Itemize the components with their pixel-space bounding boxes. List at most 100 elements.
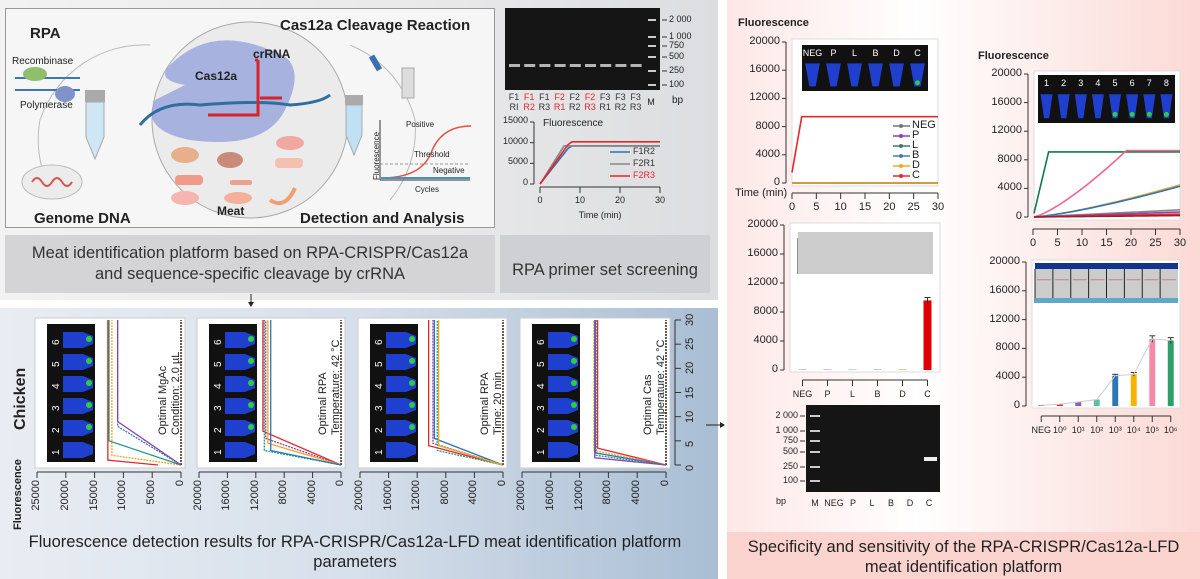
sensitivity-tubes-tube-label: 5 <box>1112 78 1118 88</box>
param-f-tick-label: 16000 <box>543 480 556 511</box>
specificity-tubes-tube-label: P <box>830 48 837 58</box>
specificity-gel-unit: bp <box>776 496 787 506</box>
specificity-tubes-tube <box>826 63 841 87</box>
sensitivity-bar-x-tick-label: 10⁰ <box>1052 425 1067 435</box>
param-tube-label: 5 <box>51 361 62 367</box>
specificity-tubes-tube <box>805 63 820 87</box>
specificity-gel-ladder-band <box>810 430 820 432</box>
sensitivity-bar-x-tick-label: 10³ <box>1108 425 1122 435</box>
param-tube <box>386 420 416 436</box>
param-f-tick-label: 0 <box>659 480 671 487</box>
param-tube-green-signal <box>571 358 577 364</box>
species-label: Chicken <box>12 367 29 430</box>
primer-gel-lane-label: F2 <box>569 92 581 102</box>
specificity-gel-image <box>806 405 940 492</box>
primer-gel-lane-label: F2 <box>584 92 596 102</box>
param-time-tick-label: 25 <box>684 337 696 351</box>
primer-gel-band <box>509 64 520 67</box>
specificity-time-label: Time (min) <box>735 187 788 199</box>
meat-label: Meat <box>217 204 245 218</box>
primer-gel-lane-label: F1 <box>539 92 550 102</box>
param-tube <box>225 420 255 436</box>
param-tube-label: 3 <box>536 405 547 411</box>
primer-gel-lane-label: R3 <box>584 102 596 112</box>
specificity-bar-x-tick-label: P <box>824 389 831 399</box>
primer-gel-band <box>600 64 612 67</box>
primer-gel-ladder-band <box>648 19 656 21</box>
param-tube-label: 2 <box>536 427 547 433</box>
primer-gel-ladder-band <box>648 36 656 38</box>
primer-fluorescence-title: Fluorescence <box>543 118 604 129</box>
param-note-line2: Temperature: 42 °C <box>655 339 667 436</box>
specificity-tubes-photo <box>802 45 928 91</box>
parameter-caption-line2: parameters <box>313 553 397 571</box>
workflow-caption-line1: Meat identification platform based on RP… <box>31 244 469 262</box>
param-tube-label: 6 <box>51 339 62 345</box>
sensitivity-fluorescence-title: Fluorescence <box>978 50 1049 62</box>
sensitivity-bar-x-tick-label: 10⁵ <box>1145 425 1160 435</box>
param-tube-label: 5 <box>213 361 224 367</box>
param-series-line-0-4 <box>116 320 182 466</box>
param-tube-label: 2 <box>213 427 224 433</box>
sensitivity-bar-y-tick-label: 12000 <box>989 312 1020 325</box>
param-tube <box>548 376 578 392</box>
primer-gel-lane-label: F3 <box>630 92 641 102</box>
sensitivity-strips-pad <box>1035 263 1178 269</box>
rpa-label: RPA <box>30 25 61 42</box>
param-note-line1: Optimal Cas <box>642 374 654 435</box>
specificity-bar-bar-C <box>923 300 932 370</box>
specificity-gel-lane-label: P <box>849 498 857 508</box>
param-f-tick-label: 12000 <box>410 480 423 511</box>
specificity-time-tick-label: 5 <box>813 201 820 213</box>
sensitivity-tubes-tube-label: 6 <box>1129 78 1135 88</box>
param-tube-label: 5 <box>374 361 385 367</box>
param-tube <box>63 442 93 458</box>
param-tube-green-signal <box>86 380 92 386</box>
param-series-line-2-2 <box>433 320 504 466</box>
specificity-gel-lane-label: M <box>811 498 819 508</box>
sensitivity-tubes-green-signal <box>1163 111 1169 117</box>
param-series-line-3-3 <box>595 320 667 466</box>
sensitivity-time-tick-label: 10 <box>1075 237 1089 249</box>
sensitivity-bar-x-tick-label: 10⁴ <box>1126 425 1141 435</box>
param-tube <box>225 398 255 414</box>
primer-gel-band <box>569 64 581 67</box>
sensitivity-bar-bar-10⁵ <box>1149 339 1156 406</box>
specificity-gel-ladder-label: 1 000 <box>775 425 798 435</box>
param-tube <box>386 354 416 370</box>
primer-gel-ladder-band <box>648 70 656 72</box>
sensitivity-tubes-tube <box>1160 94 1173 119</box>
specificity-bar-y-tick-label: 8000 <box>753 305 778 317</box>
primer-gel-band <box>524 64 536 67</box>
primer-fluorescence-x-tick-label: 30 <box>654 195 666 205</box>
specificity-caption: Specificity and sensitivity of the RPA-C… <box>727 532 1200 579</box>
parameter-caption-line1: Fluorescence detection results for RPA-C… <box>28 533 682 551</box>
param-series-line-1-4 <box>270 320 342 466</box>
cas12a-label: Cas12a <box>195 69 238 83</box>
primer-gel-lane-label: R2 <box>569 102 581 112</box>
primer_fluorescence-y-tick-label: 15000 <box>502 115 528 125</box>
param-tube-label: 2 <box>51 427 62 433</box>
sensitivity-tubes-tube-label: 8 <box>1163 78 1169 88</box>
param-series-line-2-0 <box>427 320 504 466</box>
specificity-legend-label: L <box>912 139 919 151</box>
specificity-bar-x-tick-label: C <box>924 389 931 399</box>
crrna-label: crRNA <box>253 47 291 61</box>
param-series-line-0-1 <box>111 320 182 466</box>
specificity-legend-marker <box>899 134 903 138</box>
param-series-line-3-0 <box>596 320 667 466</box>
workflow-caption: Meat identification platform based on RP… <box>5 235 495 293</box>
polymerase-label: Polymerase <box>20 100 73 111</box>
sensitivity-bar-bar-10³ <box>1112 375 1119 406</box>
specificity-legend-label: P <box>912 129 920 141</box>
param-f-tick-label: 8000 <box>277 480 290 505</box>
sensitivity-bar-trendline <box>1041 338 1171 406</box>
primer_fluorescence-series-line-F2R3 <box>539 141 660 185</box>
primer-gel-image <box>505 8 660 90</box>
primer-gel-lane-label: F1 <box>523 92 535 102</box>
param-tube <box>548 398 578 414</box>
specificity-time-tick-label: 15 <box>858 201 872 213</box>
specificity-bar-y-tick-label: 16000 <box>747 247 778 259</box>
param-time-tick-label: 30 <box>684 313 696 326</box>
